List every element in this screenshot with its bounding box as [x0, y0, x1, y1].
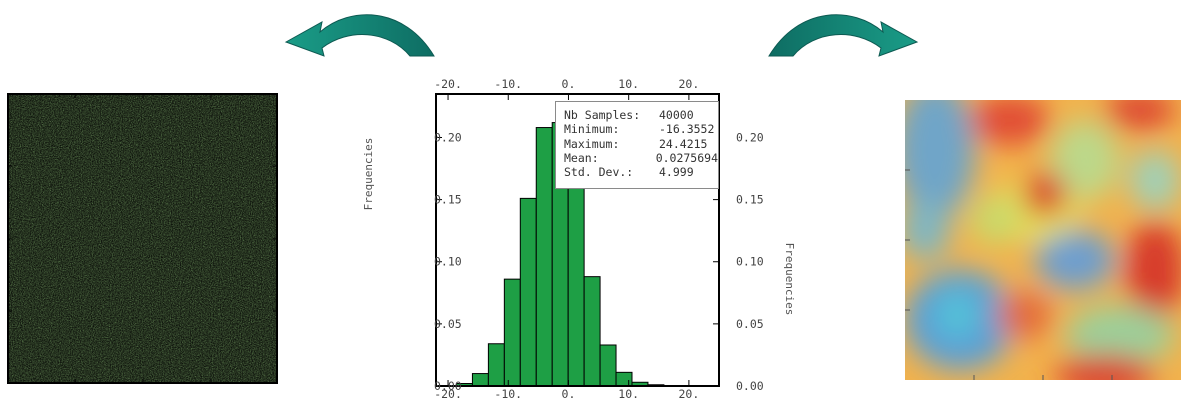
- x-tick-label-bottom: 20.: [679, 387, 700, 400]
- x-tick-label-bottom: -10.: [494, 387, 522, 400]
- y-tick-label-right: 0.20: [736, 130, 764, 144]
- stat-row: Nb Samples: 40000: [564, 108, 718, 122]
- stat-value: 24.4215: [659, 136, 708, 151]
- stat-value: 40000: [659, 108, 694, 122]
- stat-value: -16.3552: [659, 122, 715, 137]
- x-tick-label-top: 20.: [679, 77, 700, 91]
- y-tick-label-left: 0.10: [434, 255, 462, 269]
- histogram-bar: [567, 184, 585, 387]
- histogram-bar: [471, 373, 489, 387]
- stat-row: Std. Dev.: 4.999: [564, 165, 718, 179]
- x-tick-label-top: 10.: [618, 77, 639, 91]
- y-tick-label-left: 0.20: [434, 130, 462, 144]
- curved-arrow-left-icon: [284, 14, 435, 57]
- tick-labels: -20. -20. -10. -10. 0. 0. 10. 10. 20. 20. 0.00 0.00…: [434, 77, 764, 400]
- stat-value: 0.0275694: [655, 150, 718, 165]
- smooth-field-image: [905, 100, 1181, 380]
- histogram-bar: [599, 344, 617, 387]
- histogram-chart: -20. -20. -10. -10. 0. 0. 10. 10. 20. 20. 0.00 0.00…: [362, 77, 796, 400]
- curved-arrow-right-icon: [768, 14, 919, 57]
- x-tick-label-top: -20.: [434, 77, 462, 91]
- y-tick-label-left: 0.05: [434, 317, 462, 331]
- noise-field-image: [7, 93, 278, 384]
- stat-label: Maximum:: [564, 136, 620, 151]
- stat-label: Std. Dev.:: [564, 165, 634, 180]
- y-tick-label-right: 0.10: [736, 255, 764, 269]
- stat-label: Minimum:: [564, 122, 620, 137]
- x-tick-label-top: -10.: [494, 77, 522, 91]
- histogram-bar: [487, 343, 505, 387]
- stat-label: Mean:: [564, 150, 599, 165]
- stat-row: Maximum: 24.4215: [564, 137, 718, 151]
- x-tick-label-bottom: 10.: [618, 387, 639, 400]
- histogram-bar: [535, 127, 553, 387]
- y-tick-label-right: 0.05: [736, 317, 764, 331]
- plot-frame: [435, 93, 720, 387]
- y-tick-label-right: 0.15: [736, 193, 764, 207]
- y-axis-label-left: Frequencies: [362, 138, 375, 211]
- histogram-bar: [583, 276, 601, 387]
- histogram-bar: [615, 371, 633, 387]
- x-tick-label-top: 0.: [562, 77, 576, 91]
- y-tick-label-left: 0.15: [434, 193, 462, 207]
- stat-label: Nb Samples:: [564, 108, 641, 122]
- stat-value: 4.999: [659, 165, 694, 180]
- stat-row: Minimum: -16.3552: [564, 122, 718, 136]
- y-axis-label-right: Frequencies: [783, 243, 796, 316]
- x-tick-label-bottom: -20.: [434, 387, 462, 400]
- histogram-bar: [519, 197, 537, 387]
- histogram-bar: [503, 278, 521, 387]
- x-tick-label-bottom: 0.: [562, 387, 576, 400]
- y-tick-label-right: 0.00: [736, 379, 764, 393]
- stat-row: Mean: 0.0275694: [564, 151, 718, 165]
- axis-ticks: [436, 94, 719, 387]
- statistics-legend-box: Nb Samples: 40000 Minimum: -16.3552 Maximum:…: [555, 101, 719, 189]
- y-tick-label-left: 0.00: [434, 379, 462, 393]
